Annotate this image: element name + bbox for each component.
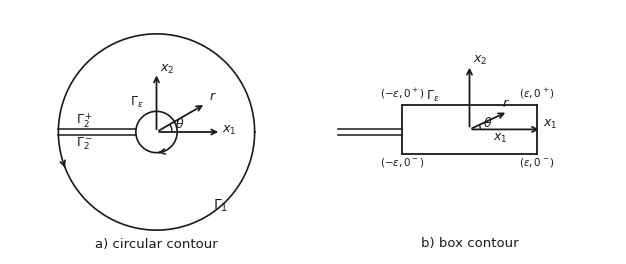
Text: $x_1$: $x_1$	[543, 118, 557, 131]
Text: $x_2$: $x_2$	[473, 54, 488, 67]
Text: $(-\varepsilon,0^-)$: $(-\varepsilon,0^-)$	[380, 155, 424, 168]
Text: b) box contour: b) box contour	[421, 237, 518, 249]
Text: $x_1$: $x_1$	[493, 132, 507, 145]
Text: $r$: $r$	[209, 91, 217, 103]
Text: $\mathit{\Gamma}_2^+$: $\mathit{\Gamma}_2^+$	[76, 111, 94, 130]
Text: $\mathit{\Gamma}_2^-$: $\mathit{\Gamma}_2^-$	[76, 135, 94, 152]
Text: $x_1$: $x_1$	[222, 124, 237, 137]
Text: $r$: $r$	[501, 97, 510, 110]
Text: $(\varepsilon,0^-)$: $(\varepsilon,0^-)$	[519, 155, 555, 168]
Text: $\theta$: $\theta$	[483, 116, 493, 130]
Text: $(-\varepsilon,0^+)$: $(-\varepsilon,0^+)$	[380, 87, 424, 101]
Text: $\mathit{\Gamma}_1$: $\mathit{\Gamma}_1$	[213, 197, 228, 214]
Text: a) circular contour: a) circular contour	[95, 238, 218, 251]
Text: $x_2$: $x_2$	[160, 63, 175, 76]
Text: $\mathit{\Gamma}_\varepsilon$: $\mathit{\Gamma}_\varepsilon$	[426, 89, 439, 104]
Text: $(\varepsilon,0^+)$: $(\varepsilon,0^+)$	[519, 87, 555, 101]
Text: $\theta$: $\theta$	[175, 117, 184, 131]
Text: $\mathit{\Gamma}_\varepsilon$: $\mathit{\Gamma}_\varepsilon$	[130, 95, 143, 110]
